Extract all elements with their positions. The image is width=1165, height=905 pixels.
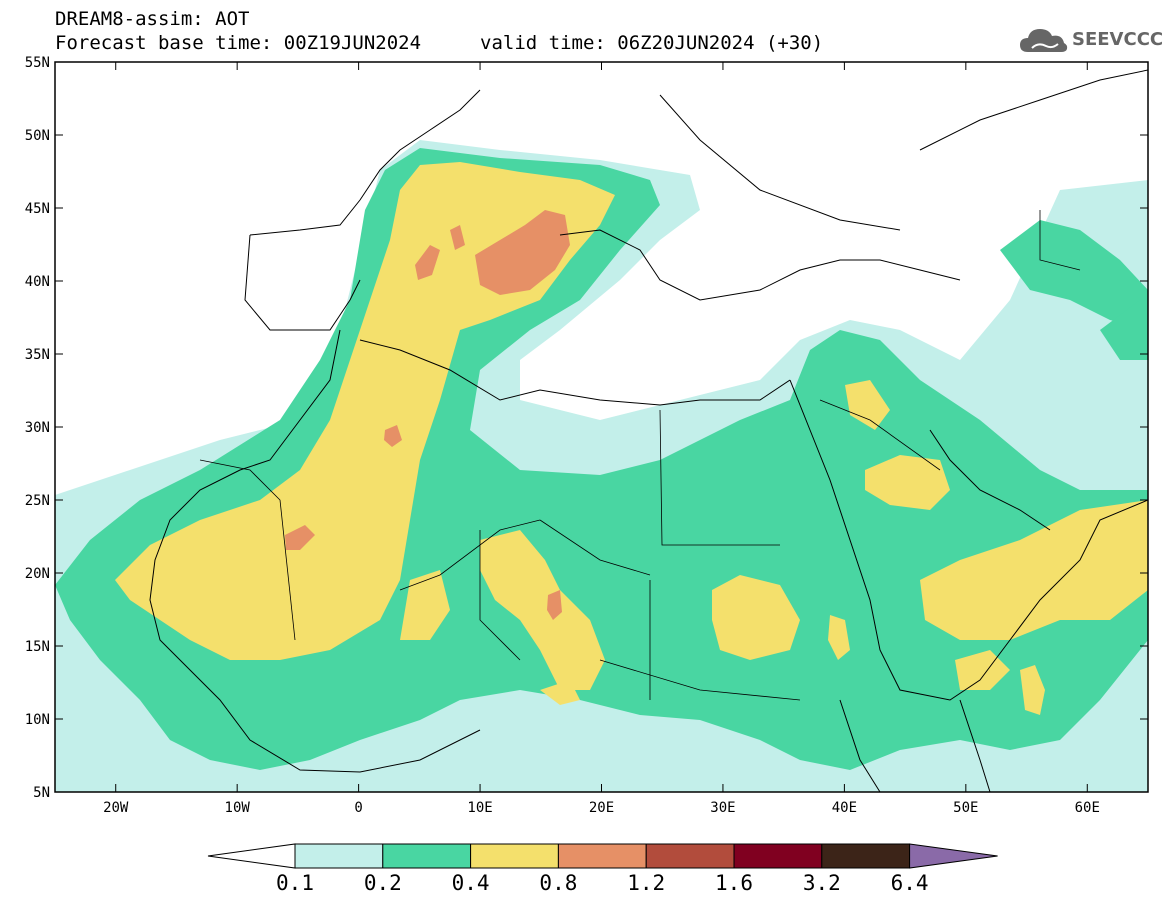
lat-label-25N: 25N [25,493,50,509]
borders [199,210,1081,701]
coastlines [149,69,1148,792]
aot-contour-0.8 [285,210,570,620]
lat-label-30N: 30N [25,420,50,436]
longitude-axis: 20W 10W 0 10E 20E 30E 40E 50E 60E [103,62,1100,816]
latitude-axis: 55N 50N 45N 40N 35N 30N 25N 20N 15N 10N 5N [25,55,1148,801]
lat-label-15N: 15N [25,639,50,655]
logo-text: SEEVCCC [1072,29,1164,50]
map-title: DREAM8-assim: AOT [55,8,250,30]
lon-label-40E: 40E [832,800,857,816]
lat-label-45N: 45N [25,201,50,217]
lon-label-20W: 20W [103,800,129,816]
cloud-icon [1020,29,1068,52]
lon-label-60E: 60E [1075,800,1100,816]
lon-label-50E: 50E [953,800,978,816]
lat-label-10N: 10N [25,712,50,728]
lat-label-50N: 50N [25,128,50,144]
lat-label-20N: 20N [25,566,50,582]
lat-label-35N: 35N [25,347,50,363]
forecast-base-time: Forecast base time: 00Z19JUN2024 [55,32,422,54]
lon-label-20E: 20E [589,800,614,816]
lat-label-55N: 55N [25,55,50,71]
seevccc-logo: SEEVCCC [1018,24,1163,58]
lon-label-10E: 10E [467,800,492,816]
lat-label-5N: 5N [33,785,50,801]
lon-label-10W: 10W [225,800,251,816]
lon-label-30E: 30E [710,800,735,816]
valid-time: valid time: 06Z20JUN2024 (+30) [480,32,824,54]
lon-label-0: 0 [354,800,362,816]
lat-label-40N: 40N [25,274,50,290]
